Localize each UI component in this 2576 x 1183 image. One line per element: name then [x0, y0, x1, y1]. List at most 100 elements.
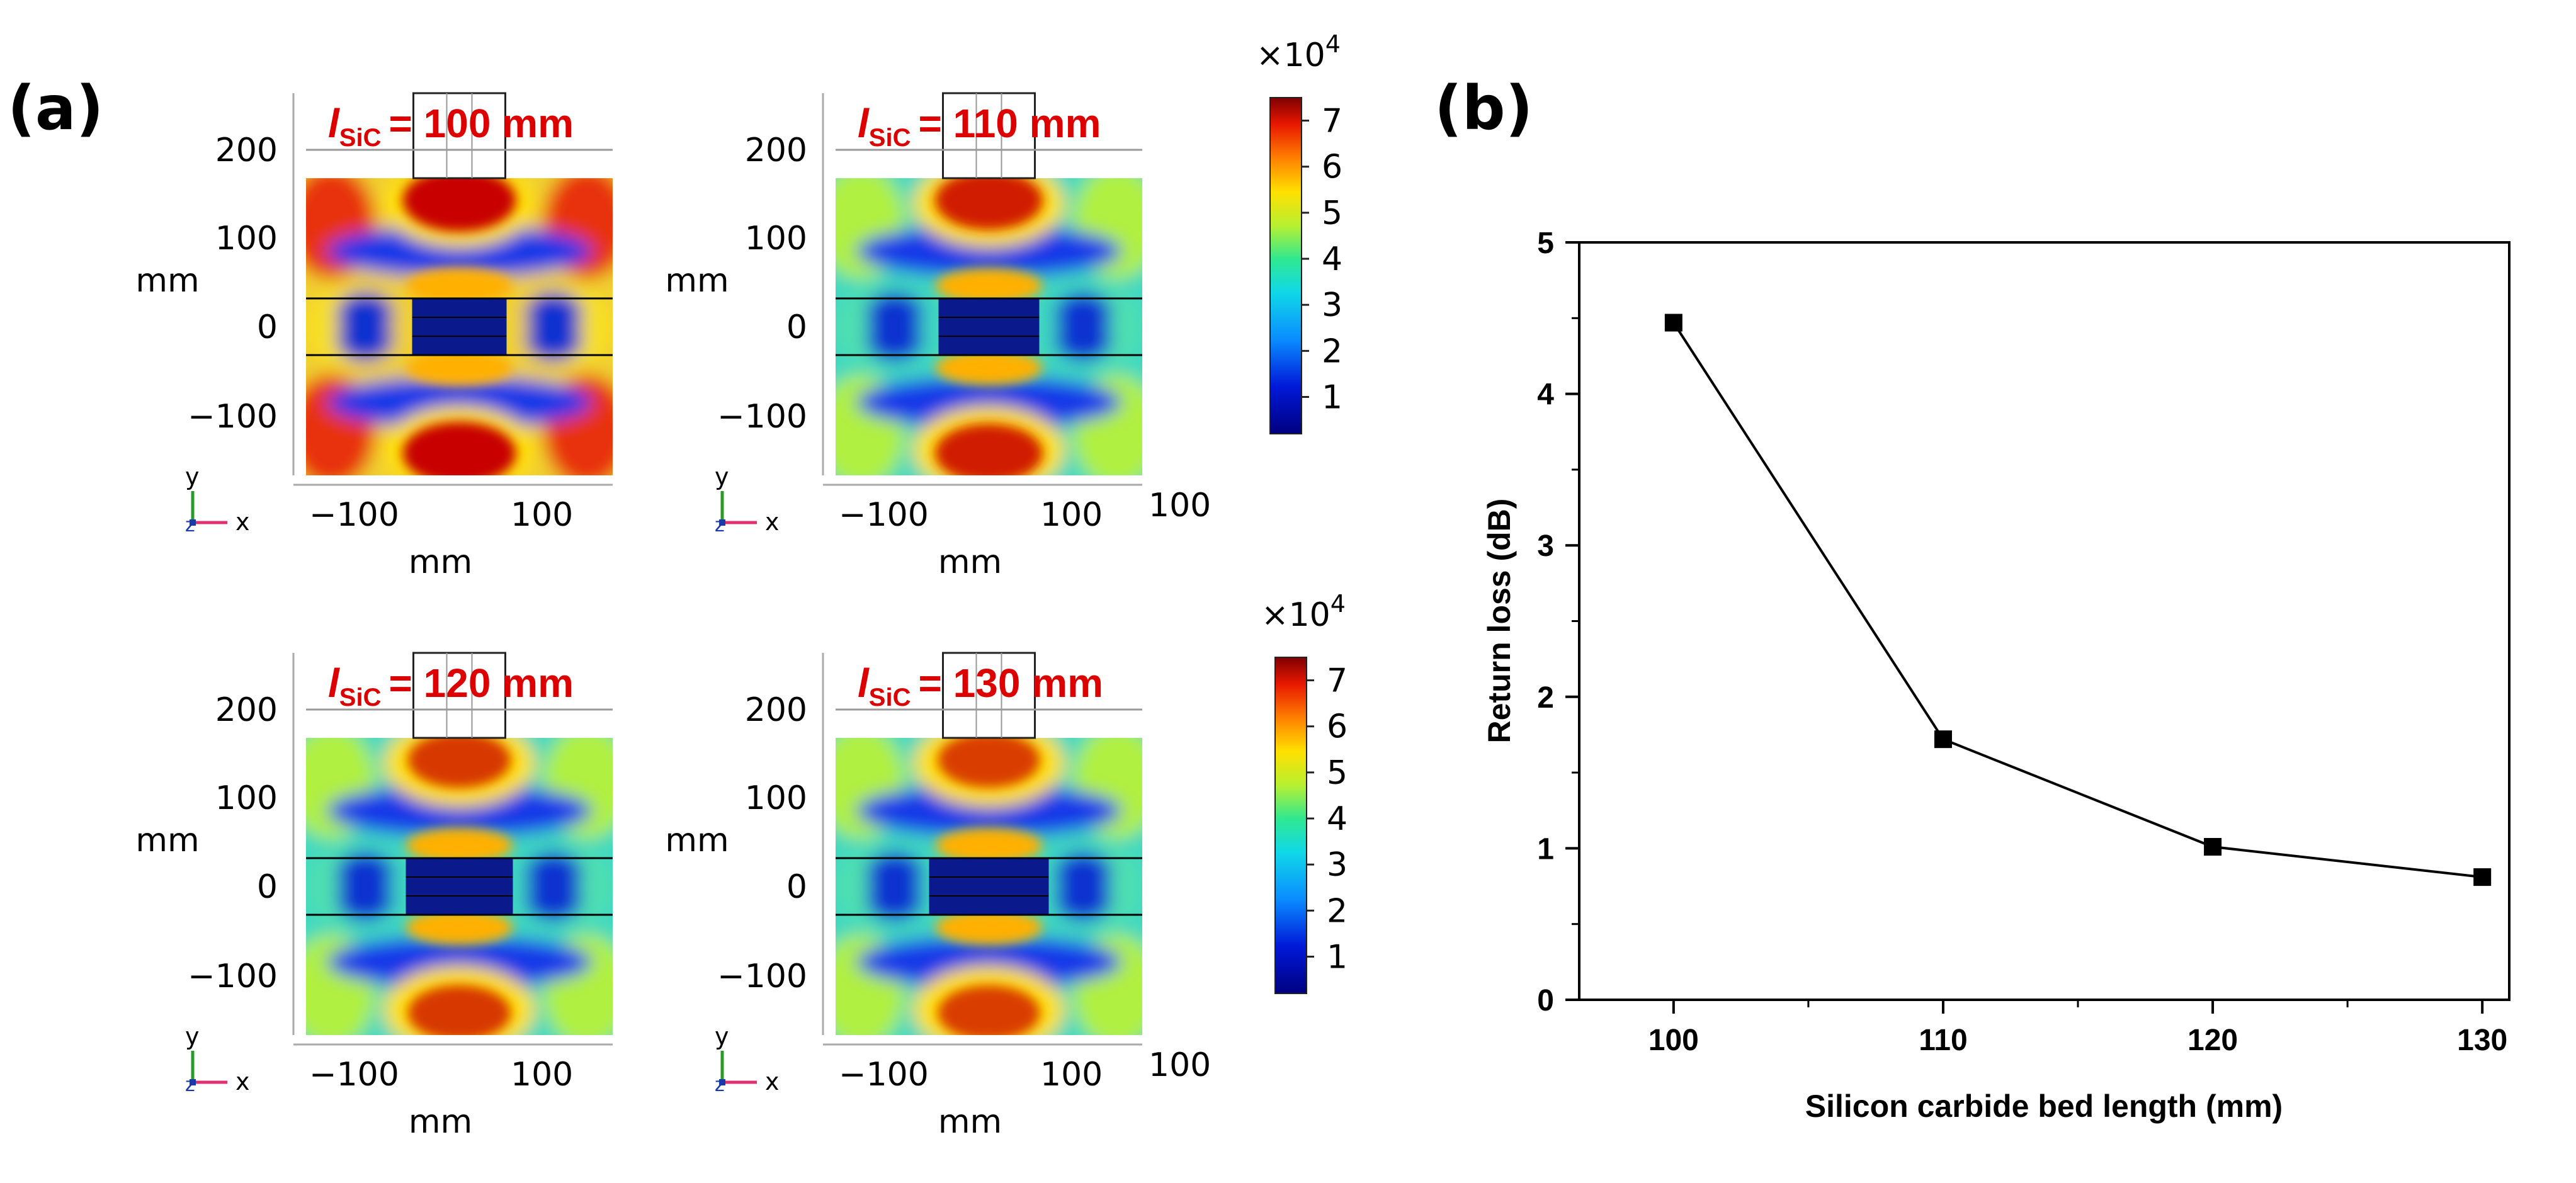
field-center-warm — [406, 268, 513, 303]
x-tick-label: −100 — [309, 496, 399, 534]
field-hot-spot — [402, 178, 516, 232]
triad-y-label: y — [185, 463, 200, 490]
colorbar-tick-label: 6 — [1322, 149, 1342, 186]
y-tick-label: −100 — [717, 958, 807, 995]
sic-length-label: lSiC = 120 mm — [328, 660, 574, 711]
colorbar-tick-label: 7 — [1327, 662, 1348, 700]
triad-x-label: x — [765, 1068, 780, 1095]
colorbar-tick-label: 5 — [1322, 195, 1342, 232]
field-map-3: 200 100 0 −100 mm −100 100 mm y x z lSiC = 120 mm — [135, 652, 613, 1141]
colorbar-tick-label: 1 — [1322, 378, 1342, 416]
triad-z-axis — [190, 519, 196, 526]
triad-z-axis — [719, 519, 725, 526]
x-tick-label: 100 — [1648, 1024, 1699, 1057]
label-value: = 130 mm — [918, 660, 1103, 706]
field-map-surface — [836, 738, 1142, 1035]
sic-length-label: lSiC = 100 mm — [328, 101, 574, 152]
field-node — [336, 317, 394, 361]
colorbar-tick-label: 6 — [1327, 708, 1348, 746]
label-subscript: SiC — [339, 684, 382, 711]
multiplier-base: ×10 — [1261, 596, 1331, 634]
y-unit-label: mm — [665, 262, 729, 300]
label-symbol: l — [858, 660, 870, 706]
y-tick-label: 0 — [257, 868, 278, 906]
y-unit-label: mm — [135, 262, 199, 300]
x-tick-label: 100 — [511, 496, 573, 534]
triad-z-axis — [190, 1079, 196, 1085]
x-tick-label: 130 — [2457, 1024, 2507, 1057]
label-subscript: SiC — [869, 124, 911, 152]
triad-x-label: x — [235, 1068, 250, 1095]
y-tick-label: 3 — [1537, 529, 1554, 563]
colorbar-tick-label: 2 — [1327, 892, 1348, 930]
triad-z-label: z — [715, 1074, 725, 1096]
x-tick-label: −100 — [309, 1056, 399, 1094]
field-node-ring — [856, 784, 1121, 837]
y-tick-label: 0 — [257, 308, 278, 346]
field-hot-core — [406, 738, 513, 1035]
field-hot-spot — [407, 738, 511, 788]
sic-bed-block — [406, 858, 513, 915]
label-value: = 120 mm — [389, 660, 574, 706]
multiplier-exp: 4 — [1331, 590, 1346, 618]
extra-x-label: 100 — [1149, 1046, 1211, 1084]
colorbar-multiplier: ×104 — [1256, 30, 1341, 74]
field-hot-spot — [938, 738, 1040, 788]
y-unit-label: mm — [135, 822, 199, 859]
colorbar-gradient — [1269, 97, 1302, 434]
colorbar-tick-label: 5 — [1327, 754, 1348, 792]
field-hot-spot — [935, 424, 1043, 475]
colorbar-tick-label: 7 — [1322, 103, 1342, 140]
y-tick-label: −100 — [717, 398, 807, 436]
data-point-marker — [2473, 868, 2492, 886]
y-tick-label: 100 — [215, 779, 278, 817]
field-node — [525, 317, 582, 361]
y-tick-label: −100 — [188, 958, 278, 995]
colorbar-tick-label: 4 — [1327, 800, 1348, 838]
plot-frame — [1578, 241, 2511, 1001]
field-node-ring — [856, 376, 1121, 429]
colorbar-tick-label: 3 — [1327, 846, 1348, 884]
waveguide-outline — [412, 652, 506, 739]
x-unit-label: mm — [409, 1103, 472, 1141]
field-hot-spot — [938, 985, 1040, 1035]
field-hot-spot — [407, 985, 511, 1035]
y-tick-label: 5 — [1537, 227, 1554, 260]
series-markers — [1664, 314, 2492, 886]
field-node-ring — [327, 936, 592, 988]
colorbar-tick-label: 3 — [1322, 286, 1342, 324]
field-node — [866, 317, 923, 361]
x-unit-label: mm — [938, 543, 1002, 581]
field-hot-spot — [935, 178, 1043, 230]
label-value: = 100 mm — [389, 101, 574, 146]
triad-y-label: y — [715, 463, 729, 490]
label-symbol: l — [328, 660, 340, 706]
colorbar-tick-label: 1 — [1327, 938, 1348, 976]
y-tick-label: 0 — [786, 308, 807, 346]
field-center-warm — [935, 910, 1043, 945]
y-tick-label: 200 — [215, 691, 278, 729]
y-tick-label: 0 — [786, 868, 807, 906]
colorbar-tick-label: 2 — [1322, 332, 1342, 370]
return-loss-chart: 100 110 120 130 0 1 2 3 4 5 Silicon carbide bed l… — [1482, 227, 2511, 1124]
field-node — [1055, 317, 1112, 361]
field-node-ring — [327, 784, 592, 837]
triad-z-label: z — [715, 514, 725, 536]
field-map-1: 200 100 0 −100 mm −100 100 mm y x z lSiC = 100 mm — [135, 92, 613, 581]
x-tick-label: −100 — [839, 1056, 929, 1094]
extra-x-label: 100 — [1149, 487, 1211, 524]
field-hot-core — [402, 178, 516, 475]
y-tick-label: 100 — [215, 220, 278, 258]
triad-z-axis — [719, 1079, 725, 1085]
field-node-ring — [856, 225, 1121, 278]
triad-z-label: z — [185, 514, 195, 536]
field-node-ring — [327, 376, 592, 429]
colorbar-gradient — [1274, 657, 1307, 994]
waveguide-outline — [942, 92, 1036, 179]
sic-bed-block — [412, 298, 507, 355]
